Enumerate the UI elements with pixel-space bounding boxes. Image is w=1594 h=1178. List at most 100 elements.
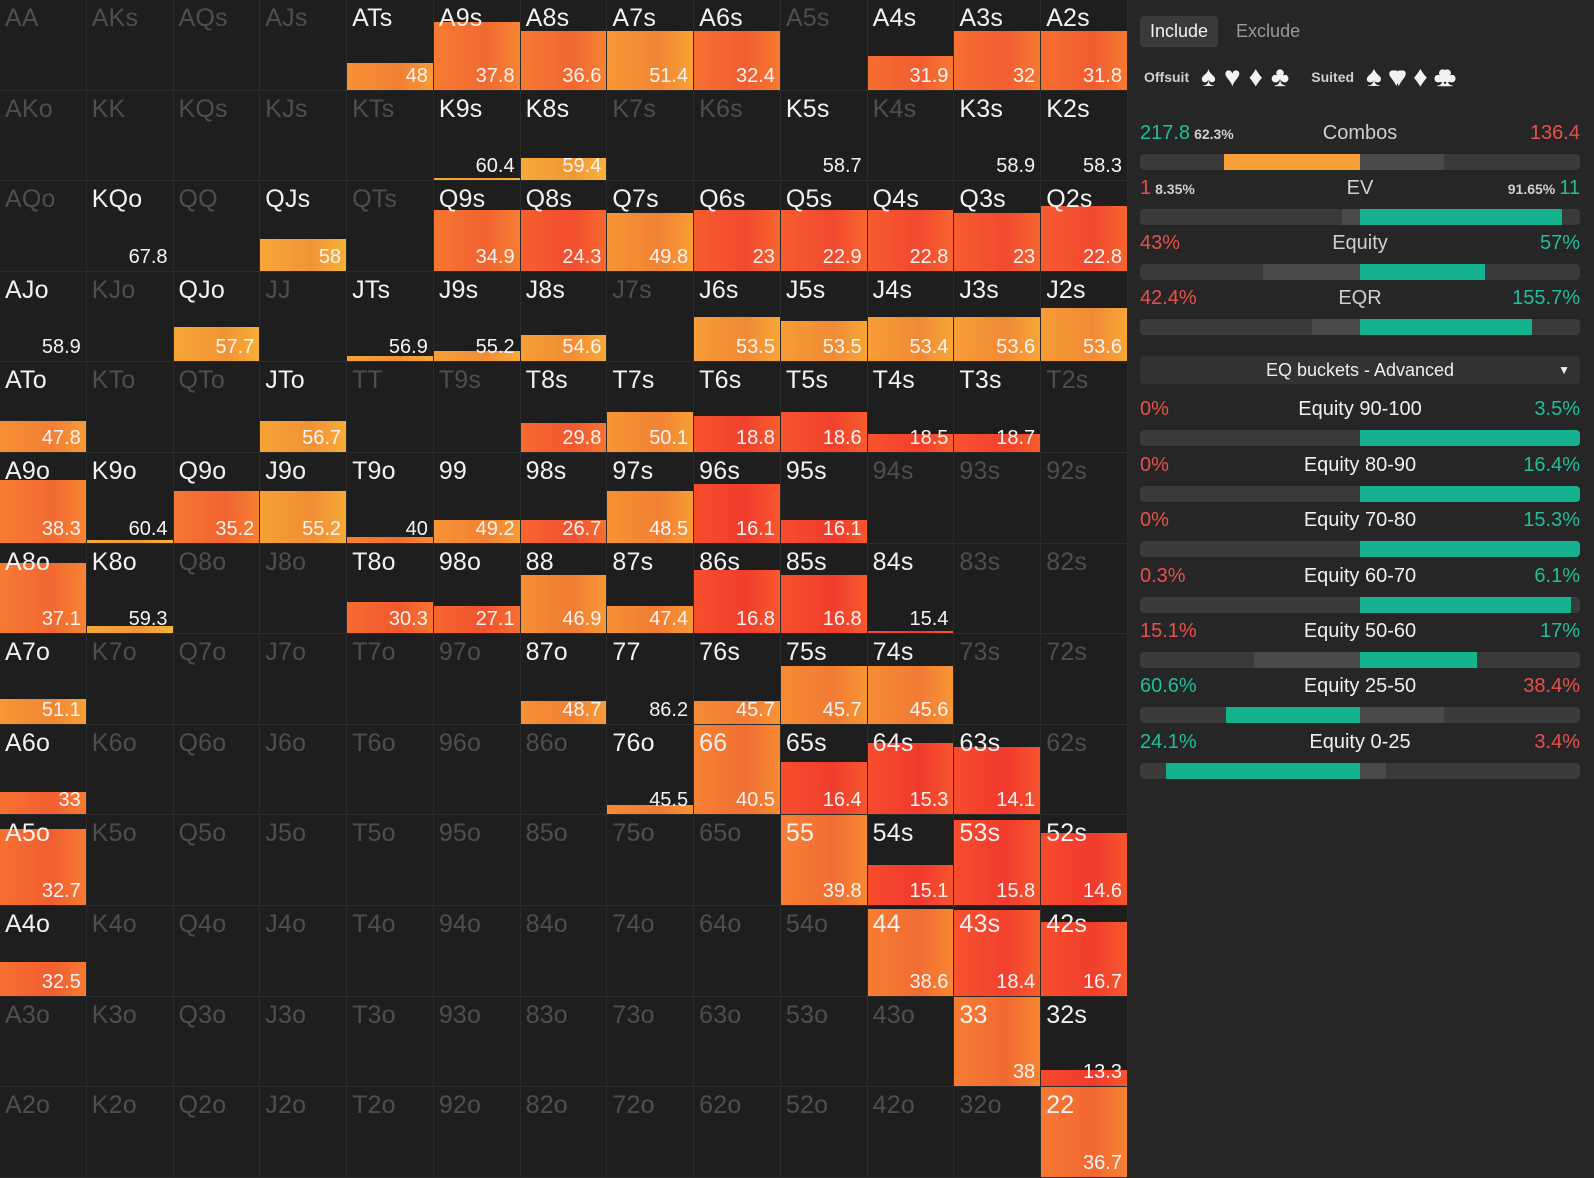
hand-cell[interactable]: 55 39.8 — [780, 815, 868, 906]
hand-cell[interactable]: J8s 54.6 — [520, 271, 608, 363]
bucket-row[interactable]: 0.3% Equity 60-70 6.1% — [1140, 565, 1580, 613]
hand-cell[interactable]: Q3o — [173, 996, 261, 1088]
hand-cell[interactable]: 65o — [694, 815, 781, 906]
hand-cell[interactable]: K2o — [86, 1087, 174, 1178]
hand-cell[interactable]: K9o 60.4 — [86, 452, 174, 544]
hand-cell[interactable]: A8s 36.6 — [520, 0, 608, 91]
hand-cell[interactable]: 62s — [1041, 724, 1128, 816]
hand-cell[interactable]: 85s 16.8 — [780, 543, 868, 635]
hand-cell[interactable]: 74s 45.6 — [867, 634, 955, 725]
hand-cell[interactable]: KK — [86, 90, 174, 182]
double-diamond-icon[interactable]: ♦♦ — [1413, 62, 1428, 92]
bucket-row[interactable]: 60.6% Equity 25-50 38.4% — [1140, 675, 1580, 723]
hand-cell[interactable]: T4o — [347, 905, 434, 997]
hand-cell[interactable]: T3s 18.7 — [954, 362, 1042, 453]
hand-cell[interactable]: Q5s 22.9 — [780, 181, 868, 272]
hand-cell[interactable]: QTo — [173, 362, 261, 453]
spade-icon[interactable]: ♠ — [1201, 61, 1216, 92]
bucket-row[interactable]: 24.1% Equity 0-25 3.4% — [1140, 731, 1580, 779]
hand-cell[interactable]: 63s 14.1 — [954, 724, 1042, 816]
hand-cell[interactable]: 42o — [867, 1087, 955, 1178]
hand-cell[interactable]: 75s 45.7 — [780, 634, 868, 725]
hand-cell[interactable]: J6s 53.5 — [694, 271, 781, 363]
hand-cell[interactable]: Q2o — [173, 1087, 261, 1178]
hand-cell[interactable]: K8s 59.4 — [520, 90, 608, 182]
hand-cell[interactable]: AKo — [0, 90, 87, 182]
hand-cell[interactable]: 52o — [780, 1087, 868, 1178]
hand-cell[interactable]: K6s — [694, 90, 781, 182]
bucket-row[interactable]: 0% Equity 90-100 3.5% — [1140, 398, 1580, 446]
hand-cell[interactable]: Q8o — [173, 543, 261, 635]
hand-cell[interactable]: 97s 48.5 — [607, 452, 695, 544]
hand-cell[interactable]: J2s 53.6 — [1041, 271, 1128, 363]
hand-cell[interactable]: AJs — [260, 0, 348, 91]
hand-cell[interactable]: 83s — [954, 543, 1042, 635]
hand-cell[interactable]: J5o — [260, 815, 348, 906]
hand-cell[interactable]: T8s 29.8 — [520, 362, 608, 453]
hand-cell[interactable]: 94o — [433, 905, 521, 997]
double-heart-icon[interactable]: ♥♥ — [1388, 62, 1406, 92]
hand-cell[interactable]: A4o 32.5 — [0, 905, 87, 997]
hand-cell[interactable]: K3s 58.9 — [954, 90, 1042, 182]
hand-cell[interactable]: J6o — [260, 724, 348, 816]
hand-cell[interactable]: T8o 30.3 — [347, 543, 434, 635]
hand-cell[interactable]: T9s — [433, 362, 521, 453]
hand-cell[interactable]: 84s 15.4 — [867, 543, 955, 635]
hand-cell[interactable]: 65s 16.4 — [780, 724, 868, 816]
hand-cell[interactable]: J4s 53.4 — [867, 271, 955, 363]
hand-cell[interactable]: J9s 55.2 — [433, 271, 521, 363]
hand-cell[interactable]: 75o — [607, 815, 695, 906]
hand-cell[interactable]: A2s 31.8 — [1041, 0, 1128, 91]
eq-buckets-dropdown[interactable]: EQ buckets - Advanced ▼ — [1140, 356, 1580, 384]
hand-cell[interactable]: A6s 32.4 — [694, 0, 781, 91]
hand-cell[interactable]: Q6s 23 — [694, 181, 781, 272]
hand-cell[interactable]: JTs 56.9 — [347, 271, 434, 363]
hand-cell[interactable]: 62o — [694, 1087, 781, 1178]
hand-cell[interactable]: Q9o 35.2 — [173, 452, 261, 544]
hand-cell[interactable]: KTs — [347, 90, 434, 182]
hand-cell[interactable]: 93o — [433, 996, 521, 1088]
hand-cell[interactable]: ATs 48 — [347, 0, 434, 91]
hand-cell[interactable]: 43o — [867, 996, 955, 1088]
hand-cell[interactable]: A3s 32 — [954, 0, 1042, 91]
hand-cell[interactable]: AKs — [86, 0, 174, 91]
hand-cell[interactable]: Q2s 22.8 — [1041, 181, 1128, 272]
hand-cell[interactable]: 98s 26.7 — [520, 452, 608, 544]
hand-cell[interactable]: KJs — [260, 90, 348, 182]
double-club-icon[interactable]: ♣♣ — [1434, 62, 1458, 92]
hand-cell[interactable]: 53s 15.8 — [954, 815, 1042, 906]
bucket-row[interactable]: 0% Equity 80-90 16.4% — [1140, 454, 1580, 502]
hand-cell[interactable]: Q8s 24.3 — [520, 181, 608, 272]
hand-cell[interactable]: T7s 50.1 — [607, 362, 695, 453]
hand-cell[interactable]: T3o — [347, 996, 434, 1088]
hand-cell[interactable]: K3o — [86, 996, 174, 1088]
hand-cell[interactable]: A6o 33 — [0, 724, 87, 816]
hand-cell[interactable]: 92s — [1041, 452, 1128, 544]
hand-cell[interactable]: Q7o — [173, 634, 261, 725]
hand-cell[interactable]: 87o 48.7 — [520, 634, 608, 725]
bucket-row[interactable]: 15.1% Equity 50-60 17% — [1140, 620, 1580, 668]
club-icon[interactable]: ♣ — [1270, 61, 1290, 92]
hand-cell[interactable]: Q7s 49.8 — [607, 181, 695, 272]
hand-cell[interactable]: K4o — [86, 905, 174, 997]
hand-cell[interactable]: J9o 55.2 — [260, 452, 348, 544]
hand-cell[interactable]: 95o — [433, 815, 521, 906]
hand-cell[interactable]: 32o — [954, 1087, 1042, 1178]
hand-cell[interactable]: Q3s 23 — [954, 181, 1042, 272]
hand-cell[interactable]: A5o 32.7 — [0, 815, 87, 906]
hand-cell[interactable]: A2o — [0, 1087, 87, 1178]
hand-cell[interactable]: K2s 58.3 — [1041, 90, 1128, 182]
hand-cell[interactable]: J2o — [260, 1087, 348, 1178]
hand-cell[interactable]: K4s — [867, 90, 955, 182]
hand-cell[interactable]: Q4s 22.8 — [867, 181, 955, 272]
hand-cell[interactable]: K7s — [607, 90, 695, 182]
tab-include[interactable]: Include — [1140, 16, 1219, 47]
hand-cell[interactable]: AQs — [173, 0, 261, 91]
hand-cell[interactable]: J4o — [260, 905, 348, 997]
hand-cell[interactable]: 72o — [607, 1087, 695, 1178]
hand-cell[interactable]: QQ — [173, 181, 261, 272]
hand-cell[interactable]: 73s — [954, 634, 1042, 725]
hand-cell[interactable]: 64s 15.3 — [867, 724, 955, 816]
hand-cell[interactable]: 85o — [520, 815, 608, 906]
hand-cell[interactable]: T4s 18.5 — [867, 362, 955, 453]
